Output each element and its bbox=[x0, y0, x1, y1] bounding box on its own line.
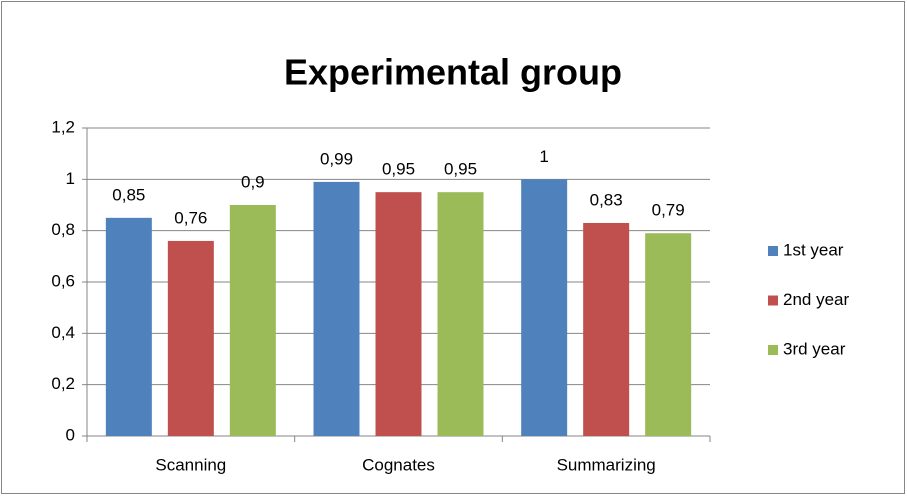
bar bbox=[645, 233, 692, 436]
bar bbox=[105, 217, 152, 436]
x-tick-label: Cognates bbox=[362, 455, 435, 474]
data-label: 0,85 bbox=[112, 185, 145, 204]
legend-label: 1st year bbox=[783, 240, 844, 259]
bar bbox=[583, 222, 630, 436]
legend-swatch bbox=[768, 345, 778, 355]
y-tick-label: 0,8 bbox=[51, 220, 75, 239]
y-tick-label: 1,2 bbox=[51, 117, 75, 136]
chart-title: Experimental group bbox=[284, 52, 622, 93]
y-tick-label: 0,2 bbox=[51, 374, 75, 393]
y-tick-label: 0,4 bbox=[51, 323, 75, 342]
bar bbox=[375, 192, 422, 436]
data-label: 1 bbox=[539, 147, 548, 166]
data-label: 0,9 bbox=[241, 172, 265, 191]
y-tick-label: 0,6 bbox=[51, 271, 75, 290]
legend-swatch bbox=[768, 246, 778, 256]
data-label: 0,99 bbox=[320, 149, 353, 168]
legend-label: 2nd year bbox=[783, 290, 849, 309]
data-label: 0,83 bbox=[590, 190, 623, 209]
legend-label: 3rd year bbox=[783, 339, 846, 358]
x-tick-label: Scanning bbox=[155, 455, 226, 474]
y-tick-label: 1 bbox=[66, 169, 75, 188]
legend-swatch bbox=[768, 295, 778, 306]
data-label: 0,95 bbox=[382, 160, 415, 179]
bar bbox=[437, 192, 484, 436]
bar bbox=[313, 181, 360, 436]
data-label: 0,76 bbox=[174, 208, 207, 227]
bar bbox=[167, 240, 214, 436]
data-label: 0,79 bbox=[652, 201, 685, 220]
data-label: 0,95 bbox=[444, 160, 477, 179]
bar bbox=[521, 179, 568, 437]
y-tick-label: 0 bbox=[66, 425, 75, 444]
x-tick-label: Summarizing bbox=[557, 455, 656, 474]
bar bbox=[229, 205, 276, 436]
